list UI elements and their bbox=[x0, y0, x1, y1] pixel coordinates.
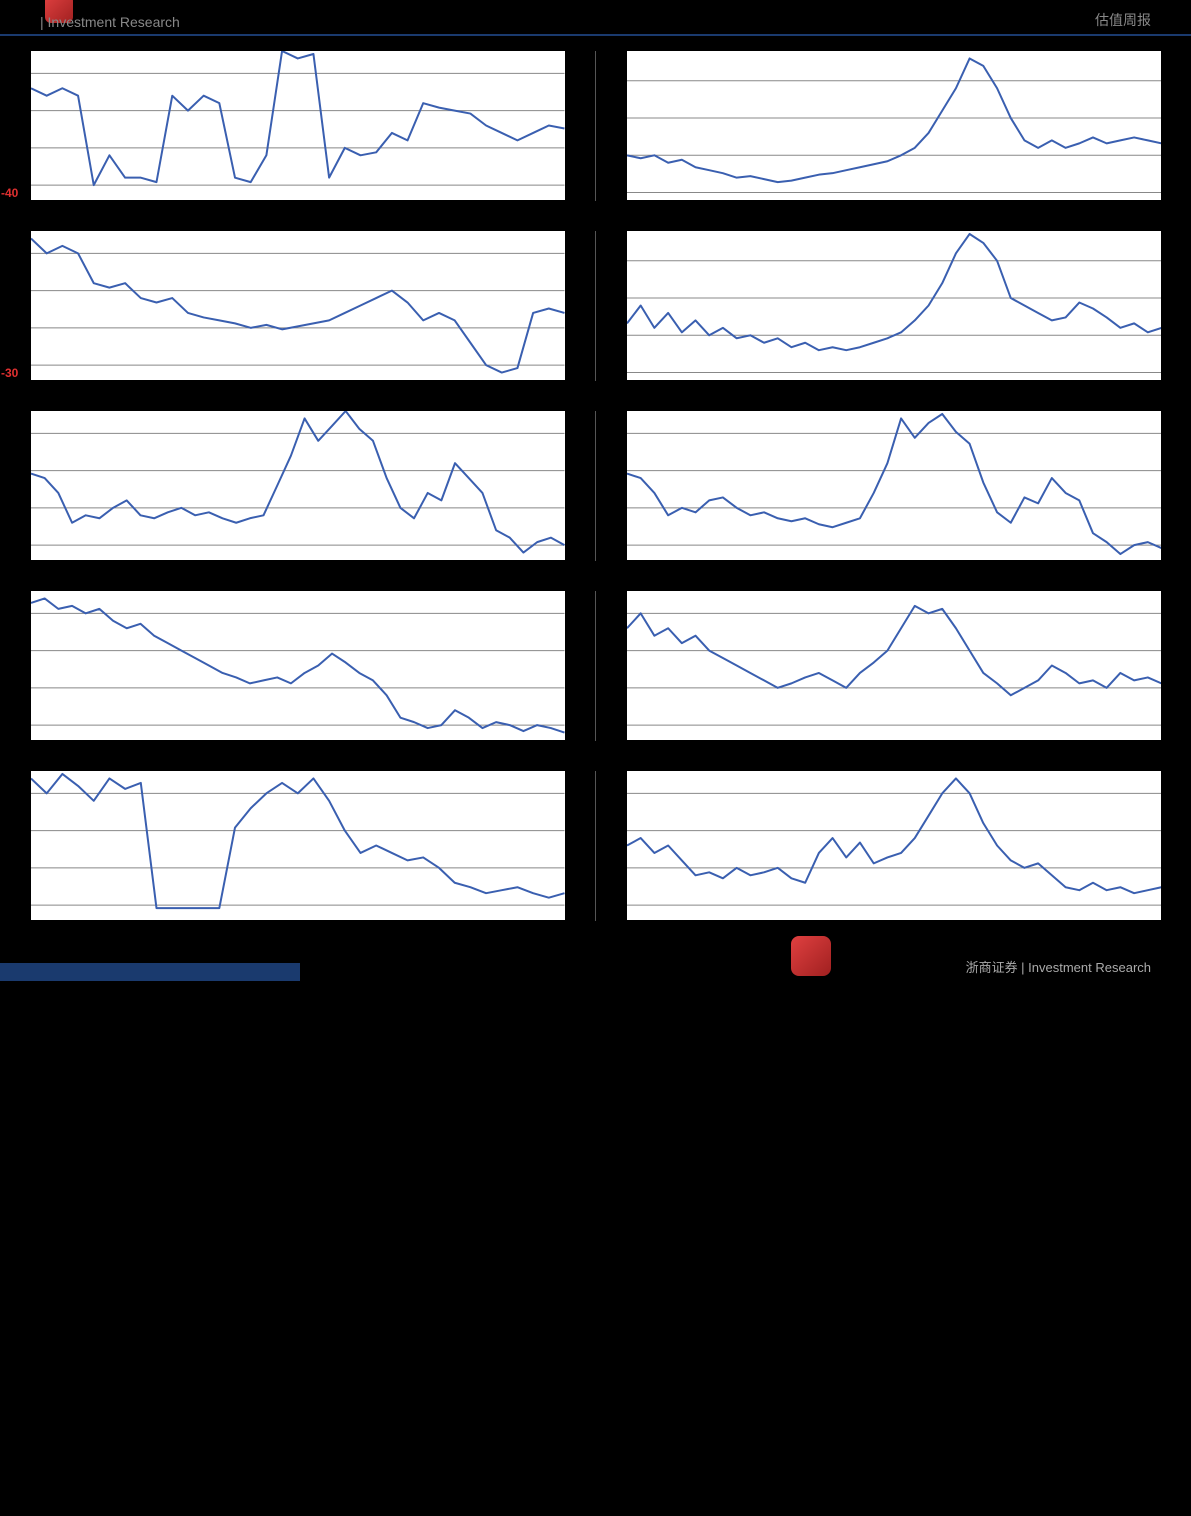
footer-bar bbox=[0, 963, 300, 981]
y-axis-label: -40 bbox=[1, 186, 18, 200]
footer-text: 浙商证券 | Investment Research bbox=[966, 957, 1151, 976]
chart-cell bbox=[596, 231, 1162, 381]
chart-c4l bbox=[30, 591, 565, 741]
chart-svg bbox=[627, 51, 1162, 200]
chart-svg bbox=[31, 411, 565, 560]
chart-c3l bbox=[30, 411, 565, 561]
chart-cell: -30 bbox=[30, 231, 596, 381]
chart-svg bbox=[627, 771, 1162, 920]
chart-cell bbox=[596, 411, 1162, 561]
chart-c1r bbox=[626, 51, 1162, 201]
footer-logo-icon bbox=[791, 936, 831, 976]
charts-grid: -40 -30 bbox=[0, 36, 1191, 931]
page: | Investment Research 估值周报 -40 -30 浙商证券 |… bbox=[0, 0, 1191, 981]
chart-c5l bbox=[30, 771, 565, 921]
y-axis-label: -30 bbox=[1, 366, 18, 380]
chart-c2r bbox=[626, 231, 1162, 381]
chart-cell bbox=[596, 51, 1162, 201]
chart-svg bbox=[627, 231, 1162, 380]
header-right-text: 估值周报 bbox=[1095, 10, 1151, 30]
chart-svg bbox=[627, 591, 1162, 740]
chart-c2l: -30 bbox=[30, 231, 565, 381]
chart-svg bbox=[31, 231, 565, 380]
page-header: | Investment Research 估值周报 bbox=[0, 0, 1191, 36]
chart-c3r bbox=[626, 411, 1162, 561]
chart-svg bbox=[31, 591, 565, 740]
header-left-text: | Investment Research bbox=[40, 14, 180, 30]
chart-cell bbox=[30, 771, 596, 921]
chart-c1l: -40 bbox=[30, 51, 565, 201]
chart-cell bbox=[30, 411, 596, 561]
chart-cell bbox=[596, 771, 1162, 921]
chart-cell: -40 bbox=[30, 51, 596, 201]
chart-cell bbox=[30, 591, 596, 741]
chart-c4r bbox=[626, 591, 1162, 741]
chart-cell bbox=[596, 591, 1162, 741]
chart-svg bbox=[31, 51, 565, 200]
chart-svg bbox=[627, 411, 1162, 560]
chart-c5r bbox=[626, 771, 1162, 921]
page-footer: 浙商证券 | Investment Research bbox=[0, 931, 1191, 981]
chart-svg bbox=[31, 771, 565, 920]
